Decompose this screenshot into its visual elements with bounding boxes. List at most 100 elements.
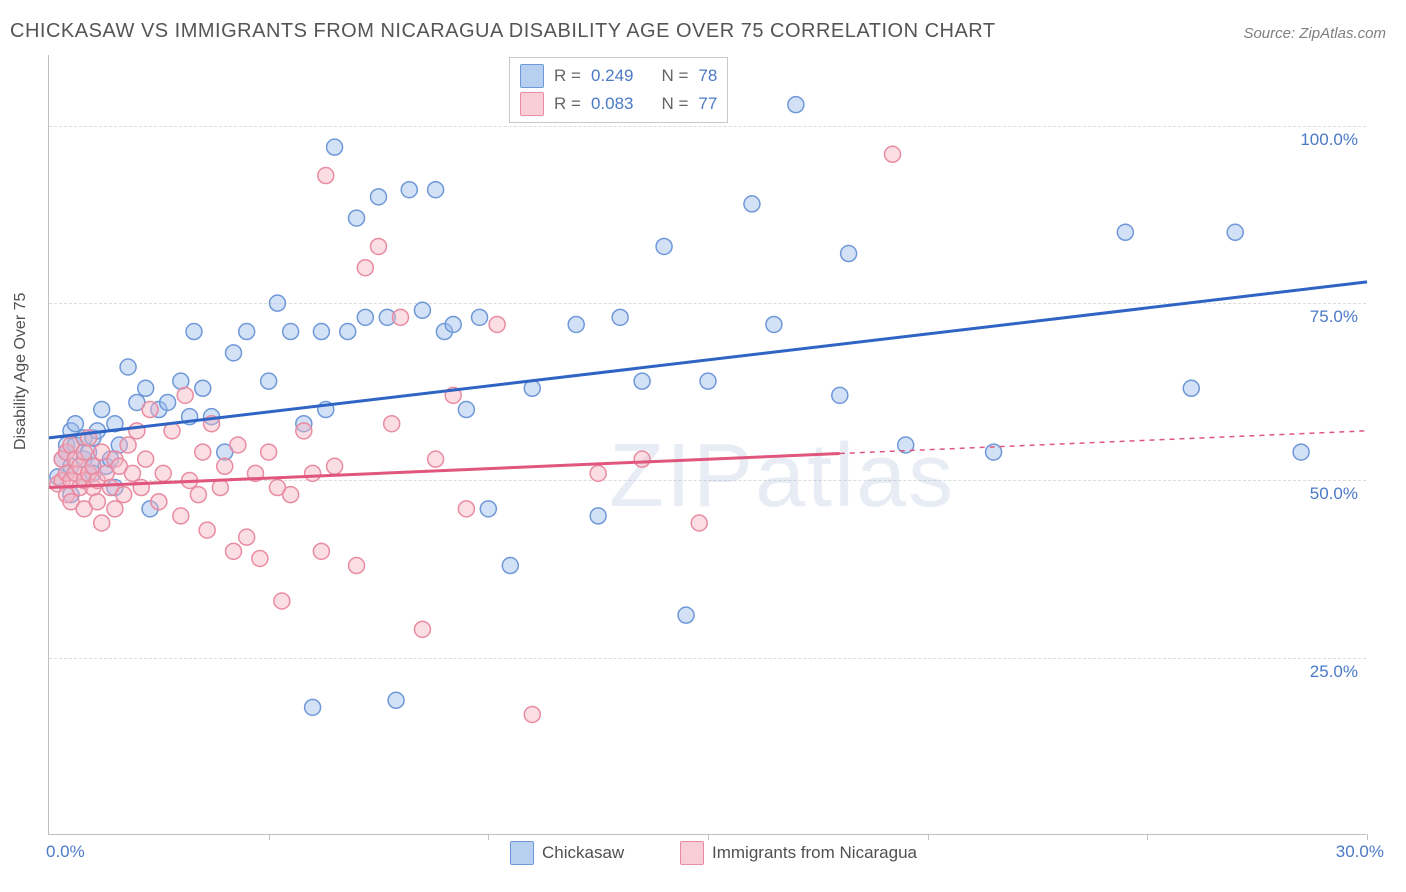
scatter-point: [1293, 444, 1309, 460]
scatter-point: [230, 437, 246, 453]
scatter-point: [349, 210, 365, 226]
scatter-point: [445, 316, 461, 332]
scatter-point: [239, 324, 255, 340]
scatter-point: [634, 373, 650, 389]
legend-label-chickasaw: Chickasaw: [542, 843, 624, 863]
x-tick-mark: [708, 834, 709, 840]
scatter-point: [217, 458, 233, 474]
scatter-point: [177, 387, 193, 403]
plot-area: 25.0%50.0%75.0%100.0% ZIPatlas R = 0.249…: [48, 55, 1366, 835]
scatter-point: [357, 309, 373, 325]
trend-line: [49, 282, 1367, 438]
scatter-point: [458, 402, 474, 418]
x-tick-mark: [928, 834, 929, 840]
scatter-point: [261, 373, 277, 389]
stat-value-n-chickasaw: 78: [698, 66, 717, 86]
scatter-point: [744, 196, 760, 212]
scatter-point: [788, 97, 804, 113]
scatter-point: [612, 309, 628, 325]
scatter-point: [313, 543, 329, 559]
swatch-nicaragua: [520, 92, 544, 116]
scatter-point: [524, 706, 540, 722]
scatter-point: [186, 324, 202, 340]
scatter-point: [190, 487, 206, 503]
scatter-point: [67, 416, 83, 432]
scatter-point: [107, 501, 123, 517]
scatter-point: [472, 309, 488, 325]
scatter-point: [841, 246, 857, 262]
scatter-point: [120, 437, 136, 453]
legend-swatch-nicaragua: [680, 841, 704, 865]
legend-chickasaw: Chickasaw: [510, 841, 624, 865]
x-tick-mark: [1367, 834, 1368, 840]
scatter-point: [239, 529, 255, 545]
stats-legend-box: R = 0.249 N = 78 R = 0.083 N = 77: [509, 57, 728, 123]
scatter-point: [384, 416, 400, 432]
scatter-point: [94, 515, 110, 531]
scatter-point: [173, 508, 189, 524]
scatter-point: [283, 487, 299, 503]
scatter-point: [414, 302, 430, 318]
stats-row-nicaragua: R = 0.083 N = 77: [520, 90, 717, 118]
scatter-point: [371, 238, 387, 254]
scatter-point: [691, 515, 707, 531]
scatter-point: [269, 295, 285, 311]
stat-value-r-nicaragua: 0.083: [591, 94, 634, 114]
scatter-point: [160, 394, 176, 410]
scatter-point: [349, 558, 365, 574]
scatter-point: [634, 451, 650, 467]
scatter-point: [502, 558, 518, 574]
scatter-point: [458, 501, 474, 517]
scatter-point: [392, 309, 408, 325]
scatter-point: [327, 139, 343, 155]
scatter-point: [94, 402, 110, 418]
stat-label-n: N =: [661, 66, 688, 86]
x-tick-mark: [488, 834, 489, 840]
scatter-point: [1227, 224, 1243, 240]
x-tick-mark: [269, 834, 270, 840]
scatter-point: [155, 465, 171, 481]
x-tick-mark: [1147, 834, 1148, 840]
scatter-point: [151, 494, 167, 510]
scatter-point: [1183, 380, 1199, 396]
scatter-point: [199, 522, 215, 538]
scatter-point: [700, 373, 716, 389]
legend-nicaragua: Immigrants from Nicaragua: [680, 841, 917, 865]
scatter-point: [678, 607, 694, 623]
scatter-point: [568, 316, 584, 332]
scatter-point: [226, 543, 242, 559]
x-axis-min-label: 0.0%: [46, 842, 85, 862]
scatter-point: [120, 359, 136, 375]
scatter-point: [885, 146, 901, 162]
scatter-chart-svg: [49, 55, 1366, 834]
scatter-point: [142, 402, 158, 418]
scatter-point: [388, 692, 404, 708]
scatter-point: [283, 324, 299, 340]
stat-label-r: R =: [554, 66, 581, 86]
scatter-point: [313, 324, 329, 340]
scatter-point: [226, 345, 242, 361]
x-axis-max-label: 30.0%: [1336, 842, 1384, 862]
scatter-point: [590, 465, 606, 481]
scatter-point: [129, 423, 145, 439]
scatter-point: [327, 458, 343, 474]
scatter-point: [296, 423, 312, 439]
chart-title: CHICKASAW VS IMMIGRANTS FROM NICARAGUA D…: [10, 20, 996, 43]
scatter-point: [318, 168, 334, 184]
scatter-point: [340, 324, 356, 340]
scatter-point: [489, 316, 505, 332]
scatter-point: [116, 487, 132, 503]
scatter-point: [428, 182, 444, 198]
scatter-point: [274, 593, 290, 609]
scatter-point: [124, 465, 140, 481]
source-attribution: Source: ZipAtlas.com: [1243, 25, 1386, 42]
y-axis-title: Disability Age Over 75: [12, 293, 30, 450]
stat-label-r: R =: [554, 94, 581, 114]
scatter-point: [252, 550, 268, 566]
scatter-point: [1117, 224, 1133, 240]
stat-value-n-nicaragua: 77: [698, 94, 717, 114]
scatter-point: [480, 501, 496, 517]
trend-line-extrapolated: [840, 431, 1367, 454]
scatter-point: [401, 182, 417, 198]
stat-value-r-chickasaw: 0.249: [591, 66, 634, 86]
